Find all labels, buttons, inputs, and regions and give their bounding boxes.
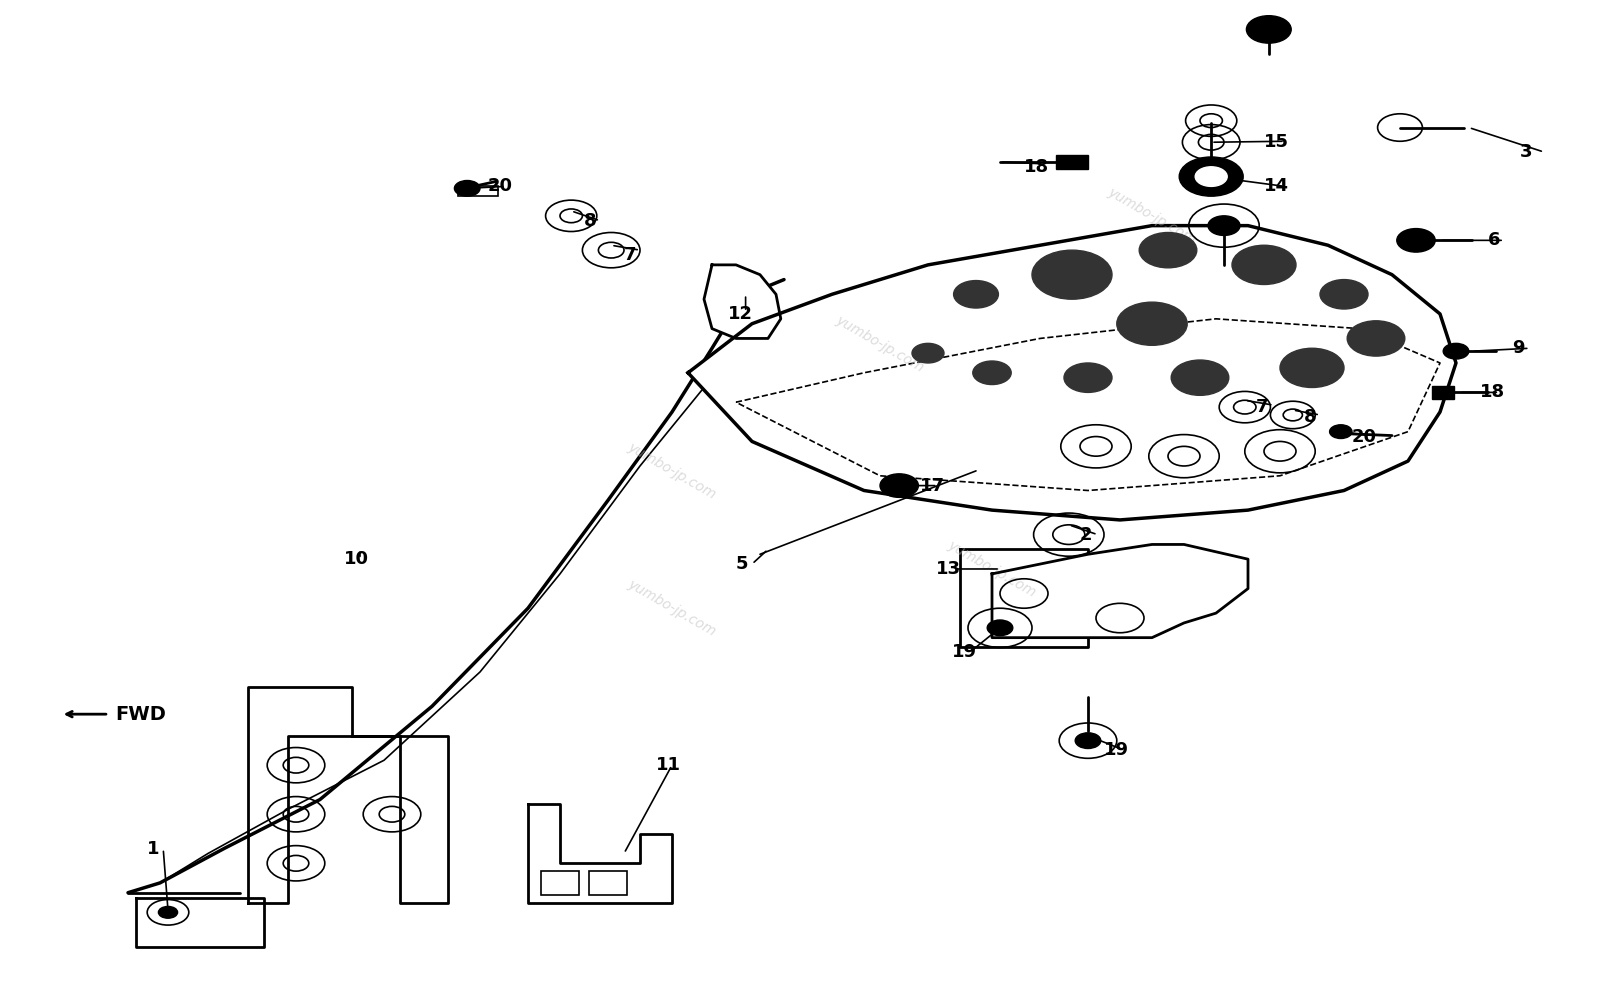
Bar	[589, 871, 627, 895]
Text: 10: 10	[344, 550, 370, 568]
Text: yumbo-jp.com: yumbo-jp.com	[626, 577, 718, 640]
Text: 17: 17	[920, 477, 946, 494]
Circle shape	[1443, 343, 1469, 359]
Text: 20: 20	[488, 178, 514, 195]
Circle shape	[973, 361, 1011, 385]
Circle shape	[880, 474, 918, 497]
Text: 2: 2	[1080, 526, 1093, 543]
Circle shape	[1117, 302, 1187, 345]
Text: yumbo-jp.com: yumbo-jp.com	[1106, 184, 1198, 247]
Circle shape	[1320, 280, 1368, 309]
Circle shape	[1208, 216, 1240, 235]
Text: 12: 12	[728, 305, 754, 323]
Circle shape	[912, 343, 944, 363]
Circle shape	[1232, 245, 1296, 284]
Circle shape	[1032, 250, 1112, 299]
Text: 18: 18	[1024, 158, 1050, 176]
Polygon shape	[688, 226, 1456, 520]
Circle shape	[1195, 167, 1227, 186]
Circle shape	[454, 181, 480, 196]
Text: 7: 7	[624, 246, 637, 264]
Circle shape	[1246, 16, 1291, 43]
Bar	[1056, 155, 1088, 169]
Circle shape	[1179, 157, 1243, 196]
Text: 11: 11	[656, 756, 682, 774]
Text: 3: 3	[1520, 143, 1533, 161]
Polygon shape	[960, 549, 1088, 647]
Text: 19: 19	[1104, 742, 1130, 759]
Text: yumbo-jp.com: yumbo-jp.com	[626, 439, 718, 502]
Text: 16: 16	[1264, 26, 1290, 43]
Circle shape	[1397, 229, 1435, 252]
Text: 9: 9	[1512, 339, 1525, 357]
Circle shape	[1064, 363, 1112, 392]
Circle shape	[1330, 425, 1352, 439]
Text: 19: 19	[952, 644, 978, 661]
Text: FWD: FWD	[115, 704, 166, 724]
Text: 18: 18	[1480, 384, 1506, 401]
Text: 5: 5	[736, 555, 749, 573]
Text: 15: 15	[1264, 133, 1290, 151]
Circle shape	[1347, 321, 1405, 356]
Text: 8: 8	[584, 212, 597, 230]
Circle shape	[1139, 232, 1197, 268]
Circle shape	[987, 620, 1013, 636]
Circle shape	[1171, 360, 1229, 395]
Text: 14: 14	[1264, 178, 1290, 195]
Text: 8: 8	[1304, 408, 1317, 426]
Text: 13: 13	[936, 560, 962, 578]
Text: yumbo-jp.com: yumbo-jp.com	[834, 312, 926, 375]
Text: yumbo-jp.com: yumbo-jp.com	[946, 538, 1038, 600]
Text: 6: 6	[1488, 232, 1501, 249]
Circle shape	[954, 281, 998, 308]
Circle shape	[1280, 348, 1344, 387]
Text: 7: 7	[1256, 398, 1269, 416]
Polygon shape	[992, 544, 1248, 638]
Bar	[1432, 386, 1454, 399]
Polygon shape	[704, 265, 781, 338]
Bar	[541, 871, 579, 895]
Circle shape	[158, 906, 178, 918]
Text: 20: 20	[1352, 428, 1378, 445]
Text: 1: 1	[147, 840, 160, 857]
Bar	[458, 186, 498, 196]
Circle shape	[1075, 733, 1101, 749]
